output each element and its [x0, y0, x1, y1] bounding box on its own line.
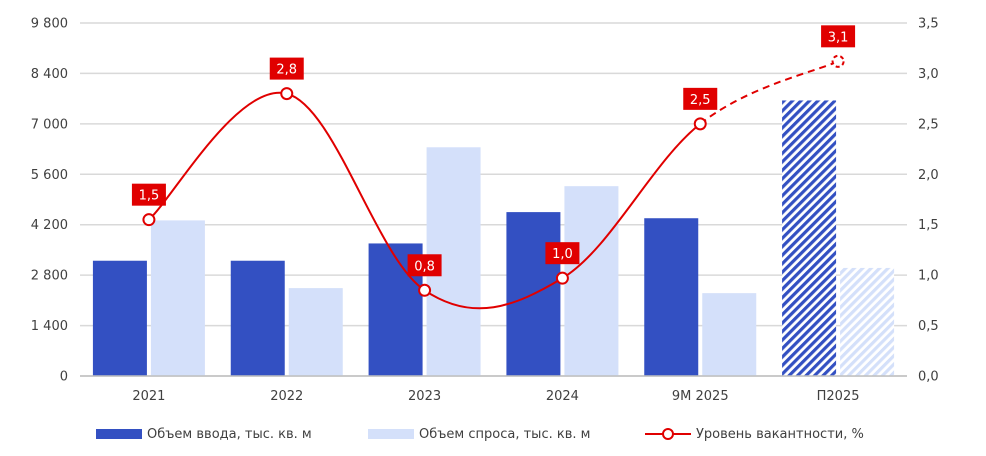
vacancy-line-forecast	[699, 60, 839, 125]
vacancy-data-label: 2,8	[276, 63, 297, 78]
vacancy-data-label: 3,1	[828, 30, 849, 45]
vacancy-data-label-box	[269, 57, 304, 80]
x-tick-label: 2022	[270, 389, 303, 404]
x-tick-label: 9М 2025	[672, 389, 729, 404]
vacancy-data-label-box	[683, 87, 718, 110]
y-left-tick-label: 9 800	[31, 17, 68, 32]
vacancy-point	[693, 117, 707, 131]
bar-demand	[564, 186, 619, 376]
bar-demand	[150, 220, 205, 376]
bar-supply	[644, 218, 699, 376]
axes: 9 800 8 400 7 000 5 600 4 200 2 800 1 400 0 3,5 3…	[31, 17, 939, 405]
vacancy-point	[831, 54, 845, 68]
bar-demand	[702, 293, 757, 376]
vacancy-data-label-box	[407, 254, 442, 277]
vacancy-data-label: 2,5	[690, 93, 711, 108]
vacancy-point	[555, 271, 569, 285]
vacancy-data-label: 1,0	[552, 247, 573, 262]
y-left-tick-label: 2 800	[31, 269, 68, 284]
bar-demand	[288, 288, 343, 376]
y-left-tick-label: 0	[60, 370, 68, 385]
y-left-tick-label: 7 000	[31, 117, 68, 132]
vacancy-data-label-box	[131, 183, 166, 206]
x-tick-label: 2023	[408, 389, 441, 404]
x-tick-label: П2025	[817, 389, 860, 404]
vacancy-point	[418, 283, 432, 297]
bar-supply	[230, 260, 285, 376]
legend-item-demand: Объем спроса, тыс. кв. м	[368, 422, 590, 446]
bar-supply	[782, 100, 837, 376]
y-right-tick-label: 2,0	[918, 168, 939, 183]
legend-swatch-demand	[368, 429, 414, 439]
legend-swatch-supply	[96, 429, 142, 439]
vacancy-data-label: 0,8	[414, 259, 435, 274]
legend-item-supply: Объем ввода, тыс. кв. м	[96, 422, 312, 446]
legend-label-demand: Объем спроса, тыс. кв. м	[419, 426, 591, 442]
vacancy-point	[142, 213, 156, 227]
y-right-tick-label: 0,5	[918, 319, 939, 334]
vacancy-data-label: 1,5	[139, 189, 160, 204]
x-tick-label: 2024	[546, 389, 579, 404]
y-left-tick-label: 4 200	[31, 218, 68, 233]
vacancy-line: 1,5 2,8 0,8 1,0 2,5 3,1	[131, 25, 856, 310]
y-right-tick-label: 2,5	[918, 117, 939, 132]
vacancy-data-label-box	[821, 25, 856, 48]
bars	[92, 100, 895, 376]
vacancy-point	[280, 87, 294, 101]
y-left-tick-label: 5 600	[31, 168, 68, 183]
legend-swatch-vacancy	[645, 427, 691, 441]
y-right-tick-label: 0,0	[918, 370, 939, 385]
y-left-tick-label: 1 400	[31, 319, 68, 334]
vacancy-data-label-box	[545, 242, 580, 265]
legend-label-vacancy: Уровень вакантности, %	[696, 426, 864, 442]
chart-svg: 1,5 2,8 0,8 1,0 2,5 3,1 9 800 8 400 7 000 5 600 4…	[31, 17, 939, 405]
legend-label-supply: Объем ввода, тыс. кв. м	[147, 426, 312, 442]
legend: Объем ввода, тыс. кв. м Объем спроса, ты…	[0, 422, 986, 446]
y-left-tick-label: 8 400	[31, 67, 68, 82]
y-right-tick-label: 3,5	[918, 17, 939, 32]
bar-supply	[92, 260, 147, 376]
vacancy-line-solid	[148, 91, 701, 310]
gridlines	[80, 22, 907, 377]
x-tick-label: 2021	[132, 389, 165, 404]
y-right-tick-label: 1,5	[918, 218, 939, 233]
y-right-tick-label: 3,0	[918, 67, 939, 82]
bar-demand	[840, 267, 895, 376]
y-right-tick-label: 1,0	[918, 269, 939, 284]
legend-item-vacancy: Уровень вакантности, %	[645, 422, 864, 446]
